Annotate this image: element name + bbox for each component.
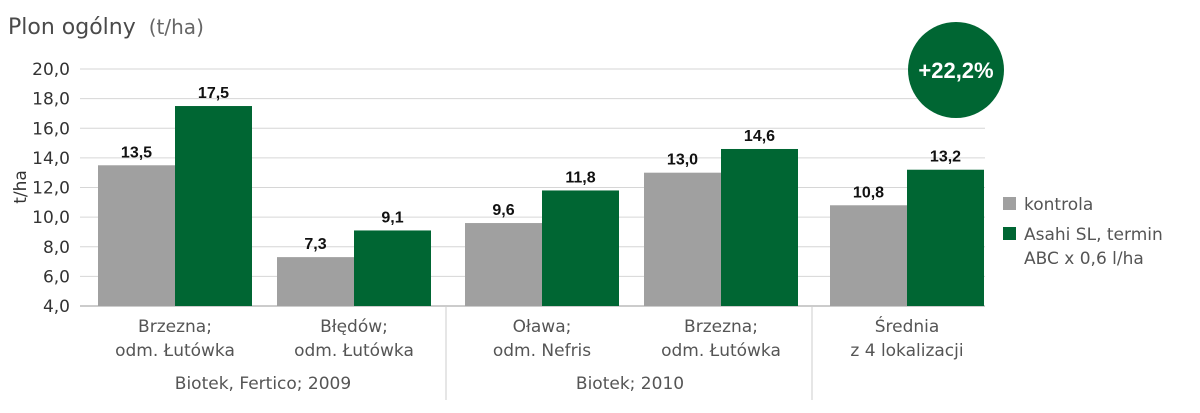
y-tick-label: 14,0 xyxy=(32,149,70,169)
legend-swatch xyxy=(1003,197,1016,210)
x-axis-groups: Biotek, Fertico; 2009 Biotek; 2010 xyxy=(175,306,813,400)
bar-kontrola-2 xyxy=(277,257,354,306)
bar-asahi-2 xyxy=(354,230,431,306)
y-tick-label: 6,0 xyxy=(43,267,70,287)
bar-kontrola-4 xyxy=(644,172,721,306)
data-label: 9,6 xyxy=(492,202,514,219)
data-label: 13,2 xyxy=(930,149,961,166)
bars xyxy=(98,106,984,306)
data-label: 13,5 xyxy=(121,144,152,161)
x-category-label: Brzezna; odm. Łutówka xyxy=(115,317,235,361)
y-tick-label: 20,0 xyxy=(32,60,70,80)
x-category-line: Średnia xyxy=(875,315,940,337)
x-category-line: Brzezna; xyxy=(684,317,758,337)
x-category-label: Oława; odm. Nefris xyxy=(493,317,591,361)
data-label: 17,5 xyxy=(198,85,229,102)
x-category-line: z 4 lokalizacji xyxy=(850,341,963,361)
legend-label-line: ABC x 0,6 l/ha xyxy=(1024,249,1144,269)
percent-badge-circle xyxy=(908,22,1004,118)
data-label: 7,3 xyxy=(304,236,326,253)
data-label: 13,0 xyxy=(667,152,698,169)
data-label: 11,8 xyxy=(565,169,595,186)
bar-asahi-4 xyxy=(721,148,798,306)
data-label: 10,8 xyxy=(853,184,884,201)
chart-title: Plon ogólny (t/ha) xyxy=(8,15,204,40)
y-tick-label: 16,0 xyxy=(32,119,70,139)
y-tick-label: 12,0 xyxy=(32,179,70,199)
x-category-label: Błędów; odm. Łutówka xyxy=(294,317,414,361)
bar-kontrola-5 xyxy=(830,205,907,306)
x-axis-categories: Brzezna; odm. Łutówka Błędów; odm. Łutówka O… xyxy=(115,315,964,361)
percent-badge: +22,2% xyxy=(908,22,1004,118)
bar-asahi-5 xyxy=(907,169,984,306)
bar-asahi-1 xyxy=(175,106,252,306)
legend-label-line: kontrola xyxy=(1024,195,1093,215)
x-category-line: odm. Łutówka xyxy=(294,341,414,361)
percent-badge-text: +22,2% xyxy=(918,58,993,83)
x-category-line: odm. Łutówka xyxy=(661,341,781,361)
y-tick-label: 8,0 xyxy=(43,238,70,258)
data-labels: 13,5 7,3 9,6 13,0 10,8 17,5 9,1 11,8 14,6 13,2 xyxy=(121,85,961,253)
data-label: 14,6 xyxy=(744,128,775,145)
legend-label: Asahi SL, termin ABC x 0,6 l/ha xyxy=(1024,225,1163,269)
bar-kontrola-3 xyxy=(465,223,542,306)
x-category-label: Brzezna; odm. Łutówka xyxy=(661,317,781,361)
chart-title-main: Plon ogólny xyxy=(8,15,136,40)
y-axis-label: t/ha xyxy=(11,170,31,204)
x-category-line: odm. Łutówka xyxy=(115,341,235,361)
y-tick-label: 4,0 xyxy=(43,297,70,317)
x-category-line: Błędów; xyxy=(320,317,388,337)
y-axis-ticks: 4,0 6,0 8,0 10,0 12,0 14,0 16,0 18,0 20,0 xyxy=(32,60,70,317)
legend-swatch xyxy=(1003,227,1016,240)
x-group-label: Biotek; 2010 xyxy=(576,374,684,394)
x-category-line: Brzezna; xyxy=(138,317,212,337)
chart-title-unit: (t/ha) xyxy=(149,15,204,39)
y-tick-label: 10,0 xyxy=(32,208,70,228)
legend: kontrola Asahi SL, termin ABC x 0,6 l/ha xyxy=(1003,195,1163,269)
data-label: 9,1 xyxy=(381,209,403,226)
x-group-label: Biotek, Fertico; 2009 xyxy=(175,374,351,394)
y-tick-label: 18,0 xyxy=(32,90,70,110)
x-category-label: Średnia z 4 lokalizacji xyxy=(850,315,963,361)
legend-label-line: Asahi SL, termin xyxy=(1024,225,1163,245)
bar-asahi-3 xyxy=(542,190,619,306)
bar-kontrola-1 xyxy=(98,165,175,306)
x-category-line: odm. Nefris xyxy=(493,341,591,361)
legend-label: kontrola xyxy=(1024,195,1093,215)
x-category-line: Oława; xyxy=(513,317,572,337)
